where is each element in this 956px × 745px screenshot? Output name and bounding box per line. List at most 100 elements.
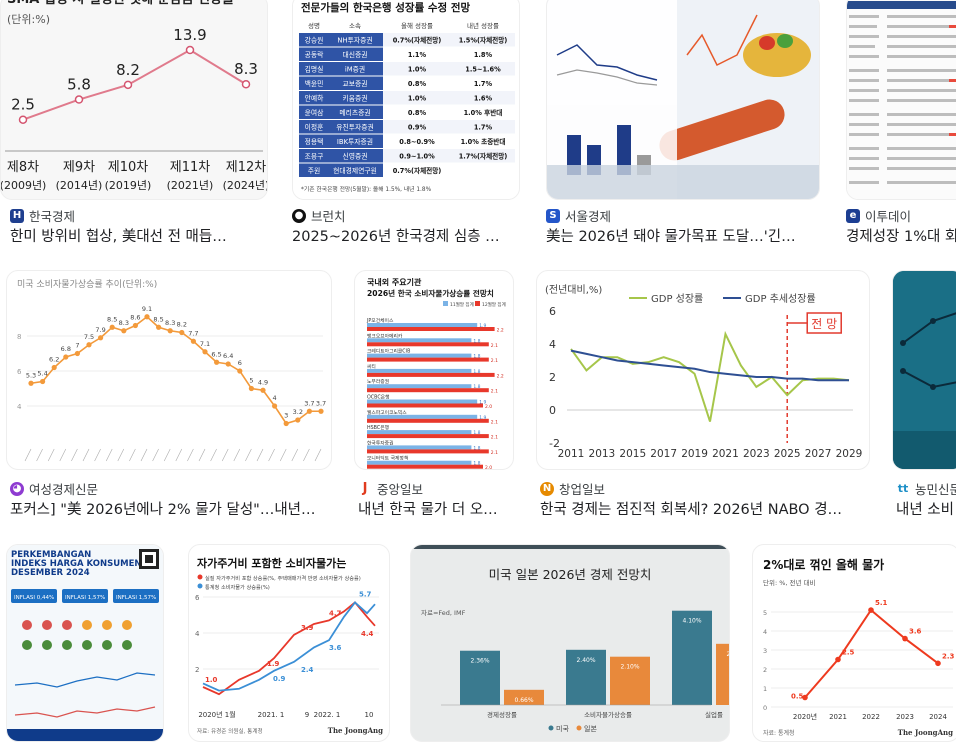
result-thumbnail[interactable]: 2%대로 꺾인 올해 물가 단위: %, 전년 대비 0 1 2 3 4 5 0.5 2020년 2… — [752, 544, 956, 742]
data-label: 3.6 — [909, 628, 922, 636]
result-thumbnail[interactable]: 국내외 주요기관 2026년 한국 소비자물가상승률 전망치 11월말 집계 12월말… — [354, 270, 514, 470]
result-caption[interactable]: 2025~2026년 한국경제 심층 … — [292, 229, 500, 245]
result-card-4[interactable]: e 이투데이 경제성장 1%대 회 — [846, 0, 956, 250]
data-point — [935, 660, 941, 667]
line-chart: SMA 협정 시 결정된 첫해 분담금 인상률 (단위:%) 2.5 제8차 (2009… — [1, 0, 267, 199]
data-label: 2.5 — [842, 649, 855, 657]
data-point — [306, 408, 312, 414]
gdp-series-line — [570, 330, 850, 422]
data-point — [802, 694, 808, 701]
result-thumbnail[interactable] — [846, 0, 956, 200]
x-tick-mark — [268, 448, 275, 462]
data-label: 8.6 — [130, 314, 140, 322]
data-label: 2.2 — [497, 328, 504, 334]
result-caption[interactable]: 포커스] "美 2026년에나 2% 물가 달성"…내년… — [10, 502, 316, 518]
result-source[interactable]: N 창업일보 — [540, 479, 605, 498]
category-label: 한국투자증권 — [367, 439, 393, 446]
result-thumbnail[interactable]: 전문가들의 한국은행 성장률 수정 전망 성명 소속 올해 성장률 내년 성장률 강승원 N… — [292, 0, 520, 200]
result-caption[interactable]: 한국 경제는 점진적 회복세? 2026년 NABO 경… — [540, 502, 843, 518]
result-thumbnail[interactable]: 미국 소비자물가상승률 추이(단위:%) 4 6 8 5.3 5.4 6.2 6.8 7 7.5 7… — [6, 270, 332, 470]
result-caption[interactable]: 내년 소비 — [896, 502, 954, 518]
source-name: 이투데이 — [865, 209, 912, 224]
bar — [367, 414, 478, 419]
result-caption[interactable]: 한미 방위비 협상, 美대선 전 매듭… — [10, 229, 227, 245]
result-card-3[interactable]: S 서울경제 美는 2026년 돼야 물가목표 도달…'긴… — [546, 0, 826, 250]
chart-unit: (단위:%) — [7, 13, 50, 26]
result-caption[interactable]: 내년 한국 물가 더 오… — [358, 502, 498, 518]
x-tick-mark — [36, 448, 43, 462]
result-source[interactable]: tt 농민신문 — [896, 479, 956, 498]
y-tick-label: 0 — [763, 704, 767, 712]
x-tick-label: 2017 — [650, 448, 677, 460]
result-thumbnail[interactable]: SMA 협정 시 결정된 첫해 분담금 인상률 (단위:%) 2.5 제8차 (2009… — [0, 0, 268, 200]
data-label: 9.1 — [142, 305, 152, 313]
result-card-12[interactable]: 2%대로 꺾인 올해 물가 단위: %, 전년 대비 0 1 2 3 4 5 0.5 2020년 2… — [752, 544, 956, 744]
y-tick-label: 2 — [549, 371, 556, 384]
result-thumbnail[interactable]: (전년대비,%) GDP 성장률 GDP 추세성장률 -2 0 2 4 6 2011 2013 20… — [536, 270, 870, 470]
result-card-1[interactable]: SMA 협정 시 결정된 첫해 분담금 인상률 (단위:%) 2.5 제8차 (2009… — [0, 0, 268, 250]
data-label: 3.6 — [329, 644, 342, 652]
x-tick-mark — [175, 448, 183, 462]
infographic-image — [893, 271, 956, 469]
data-label: 1.0 — [205, 676, 218, 684]
result-caption[interactable]: 경제성장 1%대 회 — [846, 229, 956, 245]
legend-label: 미국 — [556, 724, 569, 733]
chart-title: 국내외 주요기관 — [367, 277, 422, 287]
table-row — [299, 76, 383, 90]
result-thumbnail[interactable]: PERKEMBANGAN INDEKS HARGA KONSUMEN DESEM… — [6, 544, 164, 742]
y-tick-label: 8 — [17, 333, 21, 341]
y-tick-label: 5 — [763, 609, 767, 617]
result-thumbnail[interactable] — [892, 270, 956, 470]
data-point — [237, 368, 243, 374]
result-thumbnail[interactable] — [546, 0, 820, 200]
category-label: 씨티 — [367, 363, 376, 370]
result-card-2[interactable]: 전문가들의 한국은행 성장률 수정 전망 성명 소속 올해 성장률 내년 성장률 강승원 N… — [292, 0, 524, 250]
data-point — [272, 403, 278, 409]
table-cell: 현대경제연구원 — [333, 166, 377, 175]
data-label: 2.0 — [485, 404, 492, 410]
data-label: 5 — [249, 377, 253, 385]
chart-source: 자료: 유경준 의원실, 통계청 — [197, 727, 263, 735]
table-cell: 1.7%(자체전망) — [459, 152, 508, 161]
result-source[interactable]: S 서울경제 — [546, 206, 611, 225]
result-card-8[interactable]: tt 농민신문 내년 소비 — [892, 270, 956, 520]
result-card-11[interactable]: 미국 일본 2026년 경제 전망치 자료=Fed, IMF 2.36% 0.66% 경… — [410, 544, 730, 744]
x-tick-mark — [24, 448, 32, 462]
chart-title: 2026년 한국 소비자물가상승률 전망치 — [367, 288, 494, 298]
chart-unit: (전년대비,%) — [545, 284, 602, 296]
x-tick-label: 2024 — [929, 713, 947, 721]
result-card-6[interactable]: 국내외 주요기관 2026년 한국 소비자물가상승률 전망치 11월말 집계 12월말… — [354, 270, 516, 520]
x-tick-mark — [291, 448, 299, 462]
source-favicon-icon: e — [846, 208, 860, 223]
table-cell: 1.7% — [474, 80, 493, 88]
result-source[interactable]: ◕ 여성경제신문 — [10, 479, 98, 498]
result-thumbnail[interactable]: 자가주거비 포함한 소비자물가는 실질 자가주거비 포함 상승률(%, 주택매매가… — [188, 544, 390, 742]
chart-title: 2%대로 꺾인 올해 물가 — [763, 557, 884, 572]
result-source[interactable]: H 한국경제 — [10, 206, 75, 225]
data-label: 1.9 — [479, 323, 486, 329]
result-card-9[interactable]: PERKEMBANGAN INDEKS HARGA KONSUMEN DESEM… — [6, 544, 164, 744]
y-tick-label: 3 — [763, 647, 767, 655]
data-label: 2.2 — [497, 373, 504, 379]
result-thumbnail[interactable]: 미국 일본 2026년 경제 전망치 자료=Fed, IMF 2.36% 0.66% 경… — [410, 544, 730, 742]
data-label: 2.1 — [491, 419, 498, 425]
table-cell: IBK투자증권 — [337, 137, 373, 146]
bar — [367, 368, 472, 373]
result-source[interactable]: e 이투데이 — [846, 206, 911, 225]
x-tick-label: 2020년 — [793, 712, 817, 721]
x-tick-mark — [59, 448, 67, 462]
result-card-5[interactable]: 미국 소비자물가상승률 추이(단위:%) 4 6 8 5.3 5.4 6.2 6.8 7 7.5 7… — [6, 270, 336, 520]
table-cell: 1.0% — [408, 66, 427, 74]
legend-swatch — [548, 725, 554, 731]
x-tick-mark — [105, 448, 113, 462]
result-caption[interactable]: 美는 2026년 돼야 물가목표 도달…'긴… — [546, 229, 796, 245]
series-line-red — [202, 601, 376, 696]
x-tick-mark — [129, 448, 136, 462]
result-card-10[interactable]: 자가주거비 포함한 소비자물가는 실질 자가주거비 포함 상승률(%, 주택매매가… — [188, 544, 390, 744]
result-card-7[interactable]: (전년대비,%) GDP 성장률 GDP 추세성장률 -2 0 2 4 6 2011 2013 20… — [536, 270, 872, 520]
legend-swatch — [443, 301, 448, 306]
category-label: 뱅크오브아메리카 — [367, 332, 403, 339]
result-source[interactable]: J 중앙일보 — [358, 479, 423, 498]
result-source[interactable]: ● 브런치 — [292, 206, 346, 225]
x-tick-mark — [47, 448, 55, 462]
